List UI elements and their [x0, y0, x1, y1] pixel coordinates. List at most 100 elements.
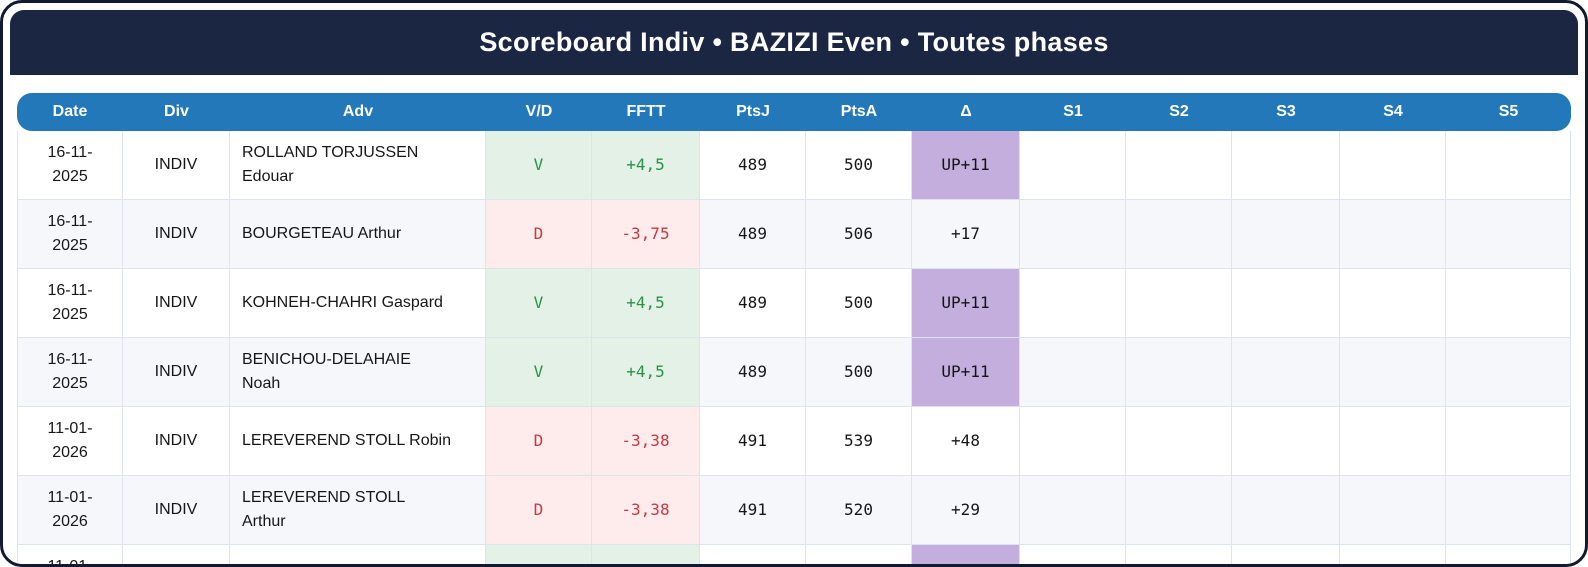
cell-ptsa: 520: [806, 476, 912, 545]
results-table: Date Div Adv V/D FFTT PtsJ PtsA Δ S1 S2 S3 S4 S5 16-…: [17, 93, 1571, 564]
cell-s3: [1232, 407, 1340, 476]
cell-ptsa: 500: [806, 338, 912, 407]
cell-s5: [1446, 131, 1571, 200]
column-header-adv: Adv: [230, 93, 486, 131]
cell-vd: D: [486, 476, 592, 545]
cell-ptsj: 489: [700, 131, 806, 200]
cell-adv: BENICHOU-DELAHAIE Noah: [230, 338, 486, 407]
cell-ptsj: 491: [700, 407, 806, 476]
cell-ptsj: 489: [700, 269, 806, 338]
cell-ptsj: 491: [700, 545, 806, 564]
cell-div: INDIV: [123, 200, 230, 269]
cell-s1: [1020, 338, 1126, 407]
cell-s4: [1340, 545, 1446, 564]
cell-fftt: +4,5: [592, 269, 700, 338]
cell-s3: [1232, 200, 1340, 269]
cell-s2: [1126, 200, 1232, 269]
table-row: 16-11-2025 INDIV ROLLAND TORJUSSEN Edouar V…: [17, 131, 1571, 200]
cell-s3: [1232, 269, 1340, 338]
cell-s5: [1446, 338, 1571, 407]
cell-fftt: -3,75: [592, 200, 700, 269]
cell-vd: D: [486, 407, 592, 476]
cell-s2: [1126, 476, 1232, 545]
table-header-row: Date Div Adv V/D FFTT PtsJ PtsA Δ S1 S2 S3 S4 S5: [17, 93, 1571, 131]
table-row: 16-11-2025 INDIV BOURGETEAU Arthur D -3,75 48…: [17, 200, 1571, 269]
column-header-ptsa: PtsA: [806, 93, 912, 131]
cell-ptsa: 506: [806, 200, 912, 269]
table-row: 11-01-2026 INDIV LEREVEREND STOLL Arthur D -…: [17, 476, 1571, 545]
cell-ptsj: 489: [700, 200, 806, 269]
cell-delta: +29: [912, 476, 1020, 545]
cell-s1: [1020, 269, 1126, 338]
cell-s1: [1020, 545, 1126, 564]
cell-div: INDIV: [123, 269, 230, 338]
cell-s5: [1446, 476, 1571, 545]
cell-ptsa: 500: [806, 269, 912, 338]
cell-ptsa: 509: [806, 545, 912, 564]
cell-delta: UP+11: [912, 338, 1020, 407]
cell-s1: [1020, 476, 1126, 545]
cell-fftt: -3,38: [592, 476, 700, 545]
cell-div: INDIV: [123, 338, 230, 407]
column-header-s4: S4: [1340, 93, 1446, 131]
table-row: 11-01-2026 INDIV LEREVEREND STOLL Robin D -3…: [17, 407, 1571, 476]
cell-date: 11-01-2026: [17, 476, 123, 545]
cell-s2: [1126, 338, 1232, 407]
column-header-s2: S2: [1126, 93, 1232, 131]
cell-adv: KOHNEH-CHAHRI Gaspard: [230, 269, 486, 338]
column-header-vd: V/D: [486, 93, 592, 131]
cell-delta: +17: [912, 200, 1020, 269]
cell-s4: [1340, 269, 1446, 338]
cell-vd: V: [486, 131, 592, 200]
cell-s1: [1020, 407, 1126, 476]
cell-s5: [1446, 407, 1571, 476]
cell-div: INDIV: [123, 407, 230, 476]
cell-adv: LEREVEREND STOLL Robin: [230, 407, 486, 476]
cell-vd: V: [486, 338, 592, 407]
cell-s2: [1126, 131, 1232, 200]
cell-vd: V: [486, 269, 592, 338]
cell-date: 16-11-2025: [17, 131, 123, 200]
cell-delta: UP+11: [912, 269, 1020, 338]
cell-vd: V: [486, 545, 592, 564]
cell-s1: [1020, 200, 1126, 269]
column-header-div: Div: [123, 93, 230, 131]
cell-fftt: -3,38: [592, 407, 700, 476]
cell-s5: [1446, 269, 1571, 338]
column-header-s3: S3: [1232, 93, 1340, 131]
cell-fftt: +4,5: [592, 131, 700, 200]
cell-s5: [1446, 200, 1571, 269]
table-row: 16-11-2025 INDIV KOHNEH-CHAHRI Gaspard V +4,…: [17, 269, 1571, 338]
column-header-ptsj: PtsJ: [700, 93, 806, 131]
column-header-s1: S1: [1020, 93, 1126, 131]
cell-s3: [1232, 338, 1340, 407]
table-container: Date Div Adv V/D FFTT PtsJ PtsA Δ S1 S2 S3 S4 S5 16-…: [10, 75, 1578, 564]
column-header-delta: Δ: [912, 93, 1020, 131]
cell-s3: [1232, 545, 1340, 564]
title-bar: Scoreboard Indiv • BAZIZI Even • Toutes …: [10, 10, 1578, 75]
cell-s1: [1020, 131, 1126, 200]
cell-fftt: +4,5: [592, 545, 700, 564]
cell-s4: [1340, 476, 1446, 545]
cell-div: INDIV: [123, 476, 230, 545]
cell-s2: [1126, 269, 1232, 338]
table-row: 11-01-2026INDIVBEAUJON ClemenceV+4,54915…: [17, 545, 1571, 564]
column-header-s5: S5: [1446, 93, 1571, 131]
cell-adv: BEAUJON Clemence: [230, 545, 486, 564]
cell-s3: [1232, 131, 1340, 200]
column-header-fftt: FFTT: [592, 93, 700, 131]
cell-delta: UP+11: [912, 131, 1020, 200]
column-header-date: Date: [17, 93, 123, 131]
cell-delta: +48: [912, 407, 1020, 476]
cell-div: INDIV: [123, 545, 230, 564]
cell-fftt: +4,5: [592, 338, 700, 407]
cell-adv: BOURGETEAU Arthur: [230, 200, 486, 269]
table-row: 16-11-2025 INDIV BENICHOU-DELAHAIE Noah V +4…: [17, 338, 1571, 407]
cell-s4: [1340, 338, 1446, 407]
cell-div: INDIV: [123, 131, 230, 200]
cell-s5: [1446, 545, 1571, 564]
cell-vd: D: [486, 200, 592, 269]
cell-delta: UP+18: [912, 545, 1020, 564]
cell-s3: [1232, 476, 1340, 545]
